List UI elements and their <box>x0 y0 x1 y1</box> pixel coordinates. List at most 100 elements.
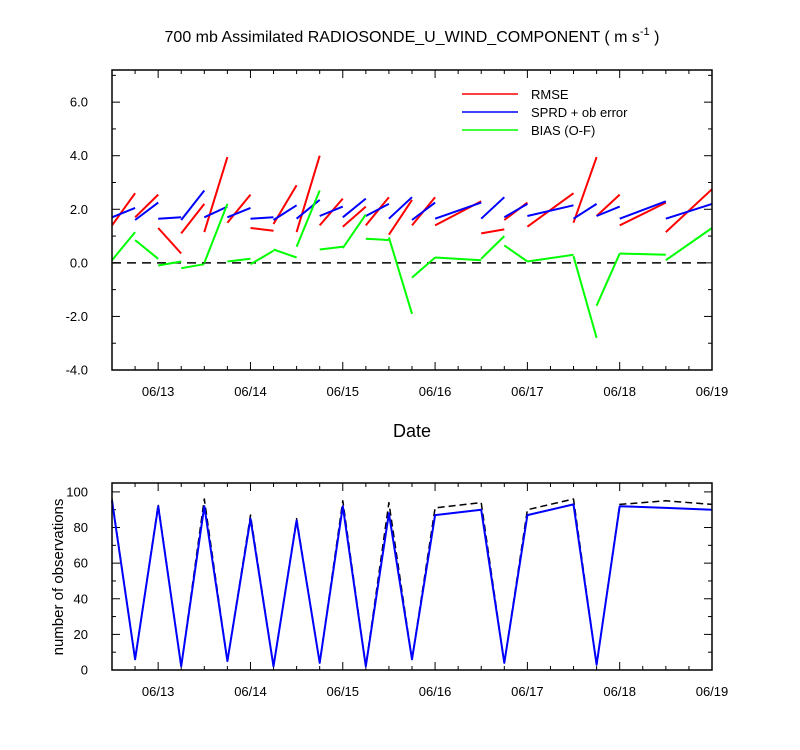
legend-rmse-label: RMSE <box>531 87 569 102</box>
series-rmse-segment <box>157 227 182 255</box>
series-rmse-segment <box>226 193 252 224</box>
top-y-tick-label: 2.0 <box>70 202 88 217</box>
series-rmse-segment <box>134 193 159 219</box>
series-bias-o-f-segment <box>134 239 159 260</box>
bottom-plot-frame <box>111 482 713 671</box>
series-bias-o-f-segment <box>387 237 413 315</box>
series-sprd-ob-error-segment <box>272 204 298 221</box>
top-y-tick-label: 4.0 <box>70 148 88 163</box>
chart-title-exponent: -1 <box>640 26 650 38</box>
top-x-tick-label: 06/18 <box>603 384 636 399</box>
series-sprd-ob-error-segment <box>619 200 667 220</box>
series-bias-o-f-segment <box>527 253 574 263</box>
chart-title-close: ) <box>650 29 660 46</box>
series-sprd-ob-error-segment <box>319 205 344 217</box>
top-x-tick-label: 06/15 <box>326 384 359 399</box>
top-plot-frame <box>111 69 713 371</box>
series-observations-assimilated <box>111 500 713 668</box>
series-bias-o-f-segment <box>158 260 182 267</box>
series-sprd-ob-error-segment <box>295 199 321 220</box>
series-bias-o-f-segment <box>341 214 367 249</box>
series-sprd-ob-error-segment <box>503 203 528 219</box>
series-sprd-ob-error-segment <box>572 203 598 220</box>
bottom-x-tick-label: 06/16 <box>419 684 452 699</box>
series-sprd-ob-error-segment <box>411 201 436 221</box>
series-rmse-segment <box>365 196 390 227</box>
series-bias-o-f-segment <box>595 253 621 307</box>
series-sprd-ob-error-segment <box>480 196 505 220</box>
legend-sprd-label: SPRD + ob error <box>531 105 628 120</box>
series-bias-o-f-segment <box>249 249 275 266</box>
bottom-series <box>111 498 713 668</box>
series-rmse-segment <box>595 193 621 217</box>
series-sprd-ob-error-segment <box>596 205 621 217</box>
series-rmse-segment <box>388 199 413 236</box>
series-bias-o-f-segment <box>572 255 598 339</box>
series-rmse-segment <box>180 203 206 235</box>
series-bias-o-f-segment <box>435 256 482 262</box>
bottom-x-tick-label: 06/15 <box>326 684 359 699</box>
chart-title: 700 mb Assimilated RADIOSONDE_U_WIND_COM… <box>165 26 660 46</box>
series-sprd-ob-error-segment <box>342 197 367 219</box>
y-axis-label-observations: number of observations <box>50 499 67 656</box>
series-bias-o-f-segment <box>227 257 251 263</box>
series-rmse-segment <box>250 227 274 232</box>
bottom-x-tick-label: 06/13 <box>142 684 175 699</box>
series-sprd-ob-error-segment <box>365 203 390 217</box>
series-sprd-ob-error-segment <box>227 206 251 219</box>
series-rmse-segment <box>111 192 136 226</box>
series-bias-o-f-segment <box>365 237 389 242</box>
series-bias-o-f-segment <box>319 245 343 251</box>
legend-bias-label: BIAS (O-F) <box>531 123 595 138</box>
series-bias-o-f-segment <box>619 252 666 256</box>
series-sprd-ob-error-segment <box>665 202 713 220</box>
bottom-x-tick-label: 06/18 <box>603 684 636 699</box>
top-y-tick-label: -2.0 <box>66 309 88 324</box>
bottom-y-tick-label: 0 <box>81 663 88 678</box>
series-rmse-segment <box>203 156 229 233</box>
series-bias-o-f-segment <box>181 263 205 270</box>
top-x-tick-label: 06/19 <box>696 384 729 399</box>
series-bias-o-f-segment <box>295 190 321 248</box>
series-bias-o-f-segment <box>665 227 713 262</box>
series-sprd-ob-error-segment <box>527 204 574 217</box>
bottom-y-tick-label: 40 <box>74 591 88 606</box>
series-sprd-ob-error-segment <box>134 201 159 221</box>
bottom-chart: 06/13 06/14 06/15 06/16 06/17 06/18 06/19 0 20 40… <box>50 482 728 699</box>
top-y-tick-label: 0.0 <box>70 255 88 270</box>
series-rmse-segment <box>342 205 367 228</box>
series-bias-o-f-segment <box>503 244 528 263</box>
series-sprd-ob-error-segment <box>203 205 228 219</box>
series-bias-o-f-segment <box>111 231 136 261</box>
top-x-tick-label: 06/16 <box>419 384 452 399</box>
series-bias-o-f-segment <box>411 256 436 279</box>
series-rmse-segment <box>295 155 321 233</box>
top-series <box>111 155 713 339</box>
series-rmse-segment <box>572 156 598 224</box>
series-bias-o-f-segment <box>203 203 229 264</box>
bottom-y-tick-label: 60 <box>74 556 88 571</box>
series-bias-o-f-segment <box>480 235 506 260</box>
x-axis-label: Date <box>393 421 431 441</box>
series-sprd-ob-error-segment <box>158 216 182 220</box>
bottom-y-tick-label: 80 <box>74 520 88 535</box>
top-axis-ticks: 06/13 06/14 06/15 06/16 06/17 06/18 06/19 -4.0 -… <box>66 70 729 399</box>
series-rmse-segment <box>619 201 667 227</box>
series-rmse-segment <box>481 228 505 235</box>
series-sprd-ob-error-segment <box>388 196 413 220</box>
series-sprd-ob-error-segment <box>250 216 274 220</box>
top-x-tick-label: 06/17 <box>511 384 544 399</box>
top-chart: 700 mb Assimilated RADIOSONDE_U_WIND_COM… <box>66 26 729 441</box>
bottom-x-tick-label: 06/17 <box>511 684 544 699</box>
bottom-x-tick-label: 06/14 <box>234 684 267 699</box>
top-x-tick-label: 06/13 <box>142 384 175 399</box>
top-y-tick-label: -4.0 <box>66 363 88 378</box>
bottom-x-tick-label: 06/19 <box>696 684 729 699</box>
chart-title-main: 700 mb Assimilated RADIOSONDE_U_WIND_COM… <box>165 29 640 46</box>
bottom-axis-ticks: 06/13 06/14 06/15 06/16 06/17 06/18 06/19 0 20 40… <box>66 483 728 699</box>
series-sprd-ob-error-segment <box>111 206 136 219</box>
bottom-y-tick-label: 20 <box>74 627 88 642</box>
series-sprd-ob-error-segment <box>434 201 482 220</box>
legend: RMSE SPRD + ob error BIAS (O-F) <box>462 87 628 138</box>
